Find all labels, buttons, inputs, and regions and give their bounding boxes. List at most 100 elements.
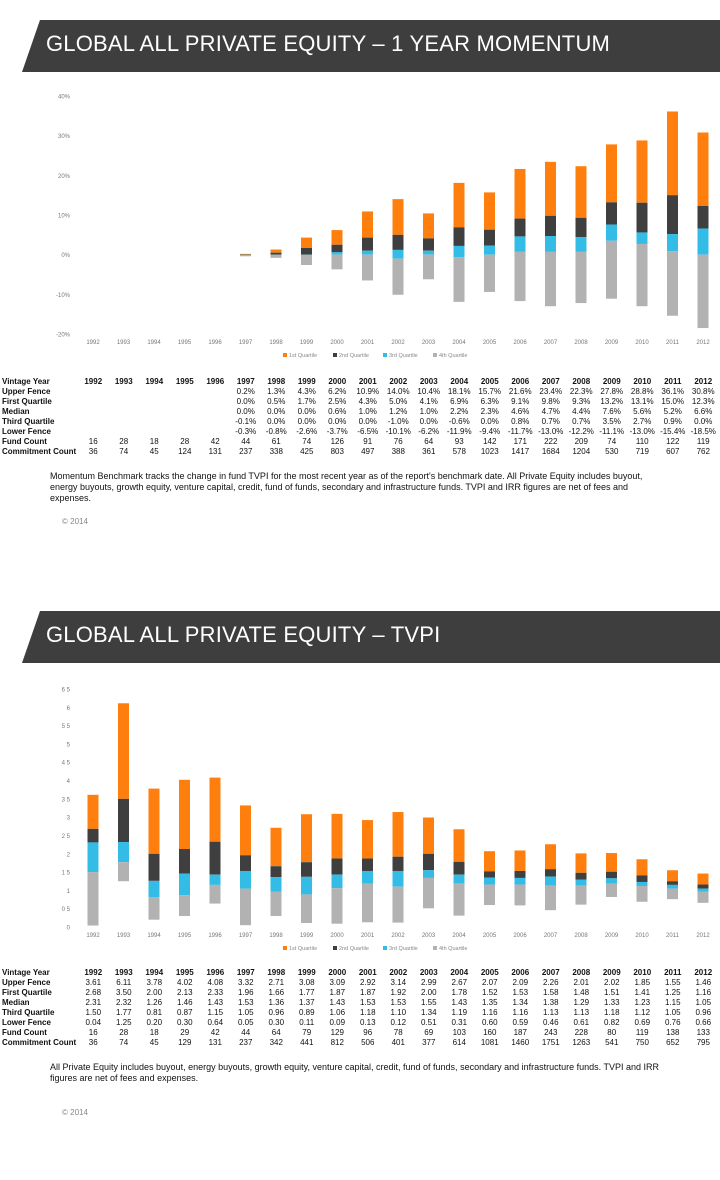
- table-cell: 1.3%: [267, 387, 286, 396]
- table-cell: 1.58: [542, 988, 559, 997]
- section-note: Momentum Benchmark tracks the change in …: [50, 471, 643, 503]
- table-cell: 0.8%: [511, 417, 530, 426]
- table-year-header: 1998: [267, 377, 286, 386]
- bar-3rd-quartile: [209, 874, 221, 885]
- table-cell: 64: [271, 1028, 281, 1037]
- table-cell: 530: [605, 447, 619, 456]
- x-tick-label: 1992: [86, 933, 100, 939]
- table-cell: 2.3%: [480, 407, 499, 416]
- table-year-header: 2005: [480, 377, 499, 386]
- table-year-header: 2004: [450, 968, 469, 977]
- table-year-header: 1995: [175, 968, 194, 977]
- bar-3rd-quartile: [484, 877, 495, 885]
- x-tick-label: 2006: [513, 340, 527, 346]
- table-cell: 1.38: [542, 998, 559, 1007]
- table-cell: 74: [119, 447, 129, 456]
- table-row-label: Commitment Count: [2, 447, 77, 456]
- table-cell: 80: [607, 1028, 617, 1037]
- table-cell: -15.4%: [660, 427, 686, 436]
- bar-2nd-quartile: [148, 853, 160, 881]
- table-cell: 0.96: [695, 1008, 712, 1017]
- table-cell: 1.52: [481, 988, 498, 997]
- table-cell: 1023: [480, 447, 499, 456]
- table-cell: 1.46: [695, 978, 712, 987]
- table-cell: 78: [393, 1028, 403, 1037]
- x-tick-label: 2002: [391, 340, 405, 346]
- table-year-header: 2000: [328, 377, 347, 386]
- bar-4th-quartile: [484, 884, 495, 906]
- table-year-header: 2001: [358, 968, 377, 977]
- table-cell: 222: [544, 437, 558, 446]
- table-cell: 4.3%: [358, 397, 377, 406]
- table-cell: 1.43: [451, 998, 468, 1007]
- table-cell: 578: [452, 447, 466, 456]
- bar-2nd-quartile: [118, 798, 129, 843]
- x-tick-label: 2012: [696, 340, 710, 346]
- table-cell: 1.77: [115, 1008, 132, 1017]
- x-tick-label: 2010: [635, 340, 649, 346]
- table-cell: 0.69: [634, 1018, 651, 1027]
- table-year-header: 1992: [84, 377, 103, 386]
- table-cell: 0.04: [85, 1018, 102, 1027]
- table-cell: 0.20: [146, 1018, 163, 1027]
- x-tick-label: 1999: [300, 933, 314, 939]
- y-tick-label: 0: [67, 926, 71, 932]
- bar-3rd-quartile: [575, 237, 587, 252]
- bar-4th-quartile: [179, 895, 190, 917]
- x-tick-label: 2010: [635, 933, 649, 939]
- y-tick-label: 4 5: [62, 761, 71, 767]
- table-cell: 69: [424, 1028, 434, 1037]
- bar-1st-quartile: [362, 211, 373, 238]
- bar-3rd-quartile: [118, 842, 129, 863]
- table-cell: 171: [513, 437, 527, 446]
- table-cell: 5.0%: [389, 397, 408, 406]
- table-cell: 131: [208, 1038, 222, 1047]
- x-tick-label: 2004: [452, 933, 466, 939]
- table-cell: 0.7%: [541, 417, 560, 426]
- table-cell: 74: [302, 437, 312, 446]
- legend-swatch: [433, 946, 437, 950]
- bar-1st-quartile: [514, 168, 526, 219]
- table-cell: 497: [361, 447, 375, 456]
- table-cell: 803: [330, 447, 344, 456]
- table-cell: 142: [483, 437, 497, 446]
- table-cell: 0.5%: [267, 397, 286, 406]
- table-cell: -0.8%: [265, 427, 287, 436]
- bar-4th-quartile: [148, 897, 160, 920]
- table-cell: 119: [635, 1028, 649, 1037]
- table-cell: 0.2%: [236, 387, 255, 396]
- table-cell: 361: [422, 447, 436, 456]
- table-cell: 1.85: [634, 978, 651, 987]
- bar-1st-quartile: [697, 132, 709, 206]
- table-cell: 64: [424, 437, 434, 446]
- table-cell: -9.4%: [479, 427, 501, 436]
- y-tick-label: 20%: [58, 174, 71, 180]
- table-year-header: 2010: [633, 968, 652, 977]
- table-cell: 0.13: [359, 1018, 376, 1027]
- table-cell: 1.77: [298, 988, 315, 997]
- bar-1st-quartile: [423, 817, 434, 854]
- table-cell: -2.6%: [296, 427, 318, 436]
- table-cell: 1.26: [146, 998, 163, 1007]
- table-year-header: 2012: [694, 968, 713, 977]
- table-row: Fund Count 16 28 18 28 42 44 61 74 126 91 76 64 93 142…: [2, 437, 719, 447]
- x-tick-label: 1999: [300, 340, 314, 346]
- bar-2nd-quartile: [667, 881, 678, 885]
- legend-swatch: [383, 353, 387, 357]
- table-cell: 2.99: [420, 978, 437, 987]
- table-cell: 0.30: [176, 1018, 193, 1027]
- table-year-header: 2010: [633, 377, 652, 386]
- bar-1st-quartile: [331, 230, 343, 245]
- y-tick-label: 6: [67, 706, 71, 712]
- x-tick-label: 1994: [147, 933, 161, 939]
- table-row: Upper Fence 0.2% 1.3% 4.3% 6.2% 10.9% 14.0% 10.…: [2, 387, 719, 397]
- bar-1st-quartile: [392, 812, 404, 857]
- table-cell: -13.0%: [538, 427, 564, 436]
- table-cell: 18: [149, 437, 159, 446]
- table-year-header: 2009: [602, 968, 621, 977]
- table-cell: 2.71: [268, 978, 285, 987]
- table-cell: -0.6%: [448, 417, 470, 426]
- bar-3rd-quartile: [331, 252, 343, 255]
- bar-1st-quartile: [87, 794, 99, 829]
- bar-4th-quartile: [301, 254, 312, 265]
